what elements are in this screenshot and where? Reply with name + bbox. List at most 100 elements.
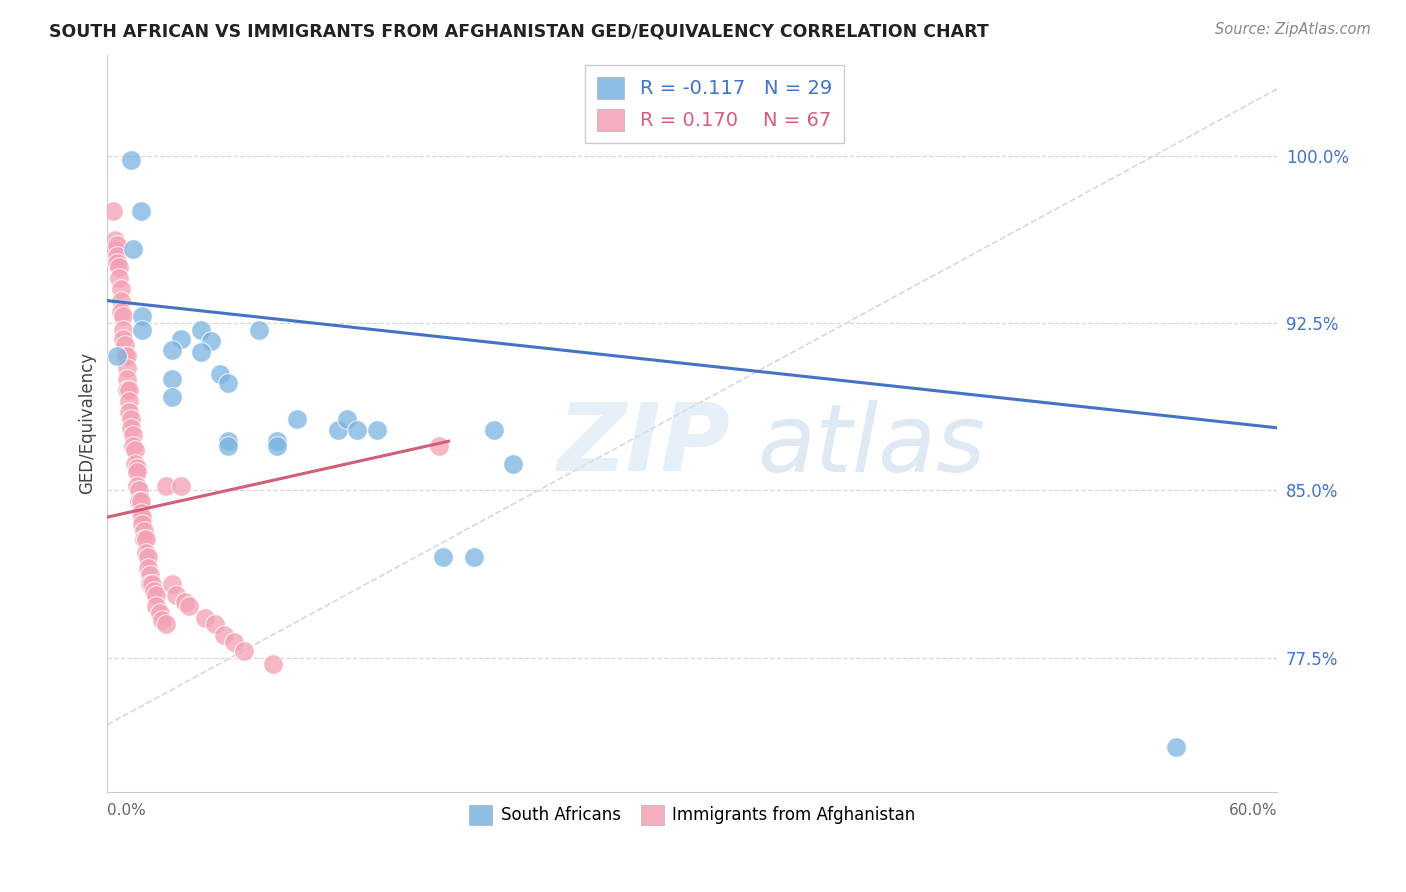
Point <box>160 372 183 386</box>
Point <box>141 577 163 591</box>
Point <box>138 561 160 575</box>
Point <box>266 434 288 449</box>
Point <box>204 617 226 632</box>
Point <box>115 360 138 375</box>
Point <box>262 657 284 672</box>
Point <box>131 516 153 531</box>
Point <box>366 423 388 437</box>
Legend: South Africans, Immigrants from Afghanistan: South Africans, Immigrants from Afghanis… <box>463 798 922 831</box>
Point <box>121 427 143 442</box>
Point <box>118 383 141 397</box>
Text: atlas: atlas <box>756 400 986 491</box>
Text: ZIP: ZIP <box>558 400 731 491</box>
Text: Source: ZipAtlas.com: Source: ZipAtlas.com <box>1215 22 1371 37</box>
Point <box>336 412 359 426</box>
Text: 60.0%: 60.0% <box>1229 803 1278 818</box>
Point <box>200 334 222 348</box>
Point <box>463 550 485 565</box>
Point <box>115 383 138 397</box>
Point <box>104 233 127 247</box>
Point <box>190 345 212 359</box>
Point <box>104 242 127 256</box>
Y-axis label: GED/Equivalency: GED/Equivalency <box>79 352 96 494</box>
Point <box>115 372 138 386</box>
Point <box>170 332 193 346</box>
Point <box>128 494 150 508</box>
Point <box>170 479 193 493</box>
Point <box>326 423 349 437</box>
Point <box>115 350 138 364</box>
Point <box>120 153 142 167</box>
Point <box>285 412 308 426</box>
Point <box>129 506 152 520</box>
Point <box>121 439 143 453</box>
Point <box>125 461 148 475</box>
Point <box>139 577 162 591</box>
Point <box>105 350 128 364</box>
Point <box>120 421 142 435</box>
Point <box>160 343 183 357</box>
Point <box>108 260 131 275</box>
Point <box>108 271 131 285</box>
Point <box>125 466 148 480</box>
Point <box>214 628 236 642</box>
Point <box>139 568 162 582</box>
Point <box>105 256 128 270</box>
Point <box>155 479 177 493</box>
Point <box>427 439 450 453</box>
Point <box>224 635 246 649</box>
Point <box>118 405 141 419</box>
Point <box>125 479 148 493</box>
Point <box>129 494 152 508</box>
Point <box>110 305 132 319</box>
Point <box>179 599 201 614</box>
Point <box>105 237 128 252</box>
Point <box>160 390 183 404</box>
Point <box>135 546 157 560</box>
Point <box>135 533 157 547</box>
Point <box>145 588 167 602</box>
Point <box>266 439 288 453</box>
Point <box>194 610 217 624</box>
Point <box>209 368 232 382</box>
Point <box>111 332 134 346</box>
Point <box>114 350 136 364</box>
Point <box>114 338 136 352</box>
Point <box>138 550 160 565</box>
Point <box>1164 739 1187 754</box>
Point <box>110 283 132 297</box>
Point <box>217 439 239 453</box>
Point <box>502 457 524 471</box>
Point <box>128 483 150 498</box>
Point <box>131 510 153 524</box>
Point <box>118 394 141 409</box>
Point <box>129 204 152 219</box>
Point <box>155 617 177 632</box>
Point <box>482 423 505 437</box>
Point <box>217 434 239 449</box>
Point <box>217 376 239 391</box>
Point <box>120 412 142 426</box>
Point <box>160 577 183 591</box>
Point <box>124 457 146 471</box>
Point <box>145 599 167 614</box>
Point <box>111 323 134 337</box>
Point <box>131 310 153 324</box>
Point <box>111 310 134 324</box>
Point <box>149 606 172 620</box>
Point <box>105 249 128 263</box>
Point <box>124 443 146 458</box>
Point <box>134 524 156 538</box>
Point <box>165 588 187 602</box>
Text: SOUTH AFRICAN VS IMMIGRANTS FROM AFGHANISTAN GED/EQUIVALENCY CORRELATION CHART: SOUTH AFRICAN VS IMMIGRANTS FROM AFGHANI… <box>49 22 988 40</box>
Point <box>249 323 271 337</box>
Point <box>190 323 212 337</box>
Point <box>121 242 143 256</box>
Point <box>143 583 166 598</box>
Point <box>103 204 125 219</box>
Point <box>432 550 454 565</box>
Point <box>134 533 156 547</box>
Text: 0.0%: 0.0% <box>107 803 146 818</box>
Point <box>346 423 368 437</box>
Point <box>174 595 197 609</box>
